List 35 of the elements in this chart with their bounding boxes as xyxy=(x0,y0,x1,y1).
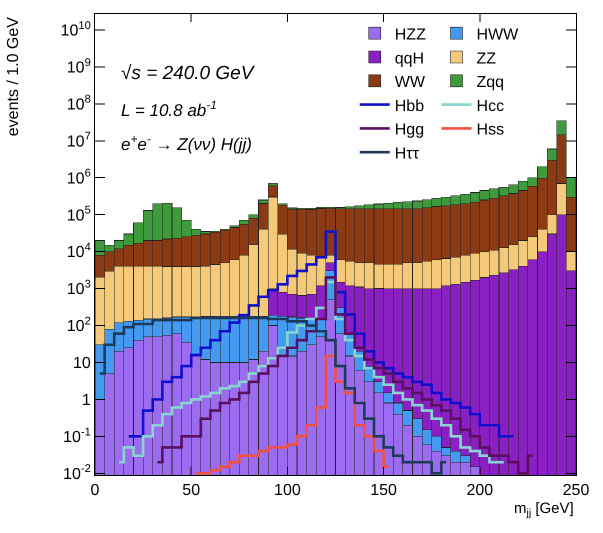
legend-label: qqH xyxy=(394,50,424,68)
y-tick-label: 10$^{2}$ xyxy=(66,315,91,336)
legend-label: Zqq xyxy=(476,74,504,92)
y-tick-label: 10$^{10}$ xyxy=(60,20,91,40)
x-tick-label: 100 xyxy=(274,482,301,500)
y-tick-label: 10$^{-1}$ xyxy=(63,426,91,446)
y-tick-label: 10$^{4}$ xyxy=(66,242,91,262)
legend-label: WW xyxy=(394,74,426,92)
annotation: L = 10.8 ab$^{-1}$ xyxy=(121,98,217,120)
x-tick-label: 50 xyxy=(182,482,200,500)
x-tick-label: 0 xyxy=(90,482,100,500)
x-tick-label: 250 xyxy=(562,482,590,500)
legend-label: ZZ xyxy=(476,50,496,68)
x-tick-label: 200 xyxy=(466,482,494,500)
y-tick-label: 1 xyxy=(82,392,91,410)
y-tick-label: 10$^{8}$ xyxy=(66,94,91,114)
legend-label: Hττ xyxy=(394,145,420,162)
y-tick-label: 10 xyxy=(73,355,91,372)
legend-label: Hbb xyxy=(394,98,424,115)
x-axis-title: m$_{jj}$ [GeV] xyxy=(514,500,574,520)
y-axis-title: events / 1.0 GeV xyxy=(5,16,22,136)
legend-label: HZZ xyxy=(394,26,426,44)
legend-label: Hgg xyxy=(394,122,424,139)
y-tick-label: 10$^{5}$ xyxy=(66,204,91,224)
y-tick-label: 10$^{6}$ xyxy=(66,168,91,188)
y-tick-label: 10$^{3}$ xyxy=(66,278,91,298)
y-tick-label: 10$^{9}$ xyxy=(66,56,91,76)
annotation: √s = 240.0 GeV xyxy=(121,63,256,84)
x-tick-label: 150 xyxy=(370,482,398,500)
legend-label: Hcc xyxy=(476,98,504,115)
y-tick-label: 10$^{-2}$ xyxy=(63,463,91,483)
legend-label: HWW xyxy=(476,26,520,44)
legend-label: Hss xyxy=(476,122,504,139)
y-tick-label: 10$^{7}$ xyxy=(66,130,91,150)
annotation: e$^{+}$e$^{-}$ → Z(νν) H(jj) xyxy=(121,132,252,154)
